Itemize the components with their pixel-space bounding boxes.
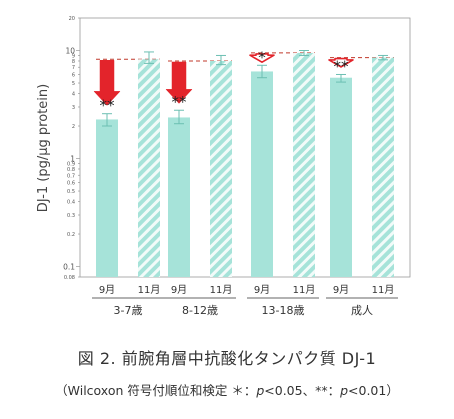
- y-tick-label: 0.1: [63, 263, 75, 272]
- note-p1: p: [256, 383, 265, 398]
- plot-frame: [79, 17, 411, 278]
- note-pre: （Wilcoxon 符号付順位和検定 ＊：: [55, 383, 257, 398]
- bar-sep: [168, 117, 190, 277]
- bar-nov: [293, 52, 315, 277]
- x-group-label: 13-18歳: [262, 304, 305, 317]
- figure-caption-note: （Wilcoxon 符号付順位和検定 ＊：p<0.05、**：p<0.01）: [0, 380, 454, 399]
- y-tick-label: 0.08: [64, 275, 75, 281]
- y-tick-label: 2: [72, 124, 75, 130]
- y-axis-title: DJ-1 (pg/μg protein): [36, 84, 51, 212]
- bar-sep: [251, 71, 273, 277]
- y-tick-label: 3: [72, 105, 75, 111]
- significance-mark: *: [258, 48, 266, 66]
- bar-nov: [210, 60, 232, 278]
- significance-mark: **: [334, 57, 350, 75]
- y-tick-label: 0.6: [67, 180, 75, 186]
- y-tick-label: 0.5: [67, 189, 75, 195]
- y-tick-label: 0.3: [67, 213, 75, 219]
- bar-nov: [372, 57, 394, 278]
- significance-mark: **: [172, 93, 188, 111]
- x-month-label: 11月: [293, 284, 316, 296]
- x-group-label: 3-7歳: [114, 304, 143, 317]
- bar-nov: [138, 59, 160, 277]
- x-month-label: 11月: [372, 284, 395, 296]
- x-month-label: 11月: [210, 284, 233, 296]
- x-month-label: 9月: [333, 284, 349, 296]
- y-tick-label: 0.4: [67, 200, 75, 206]
- x-month-label: 9月: [99, 284, 115, 296]
- y-tick-label: 0.8: [67, 167, 75, 173]
- change-arrow: [93, 60, 121, 106]
- change-arrow: [249, 53, 275, 64]
- y-tick-label: 7: [72, 65, 75, 71]
- y-tick-label: 8: [72, 59, 75, 65]
- note-post: <0.01）: [348, 383, 399, 398]
- bar-sep: [330, 77, 352, 277]
- y-tick-label: 9: [72, 53, 75, 59]
- figure-caption-title: 図 2. 前腕角層中抗酸化タンパク質 DJ-1: [77, 349, 377, 368]
- y-tick-label: 5: [72, 81, 75, 87]
- change-arrow: [328, 57, 354, 68]
- y-tick-label: 0.2: [67, 232, 75, 238]
- x-group-label: 8-12歳: [182, 304, 218, 317]
- x-month-label: 9月: [171, 284, 187, 296]
- y-tick-label: 1: [70, 155, 75, 164]
- y-tick-label: 20: [69, 16, 75, 22]
- y-tick-label: 6: [72, 72, 75, 78]
- x-month-label: 11月: [138, 284, 161, 296]
- y-tick-label: 10: [65, 47, 75, 56]
- x-group-label: 成人: [351, 304, 373, 317]
- note-p2: p: [340, 383, 349, 398]
- y-tick-label: 0.9: [67, 161, 75, 167]
- change-arrow: [165, 61, 193, 104]
- note-mid: <0.05、**：: [264, 383, 341, 398]
- y-tick-label: 0.7: [67, 173, 75, 179]
- x-month-label: 9月: [254, 284, 270, 296]
- y-tick-label: 4: [72, 91, 75, 97]
- bar-sep: [96, 119, 118, 278]
- significance-mark: **: [100, 97, 116, 115]
